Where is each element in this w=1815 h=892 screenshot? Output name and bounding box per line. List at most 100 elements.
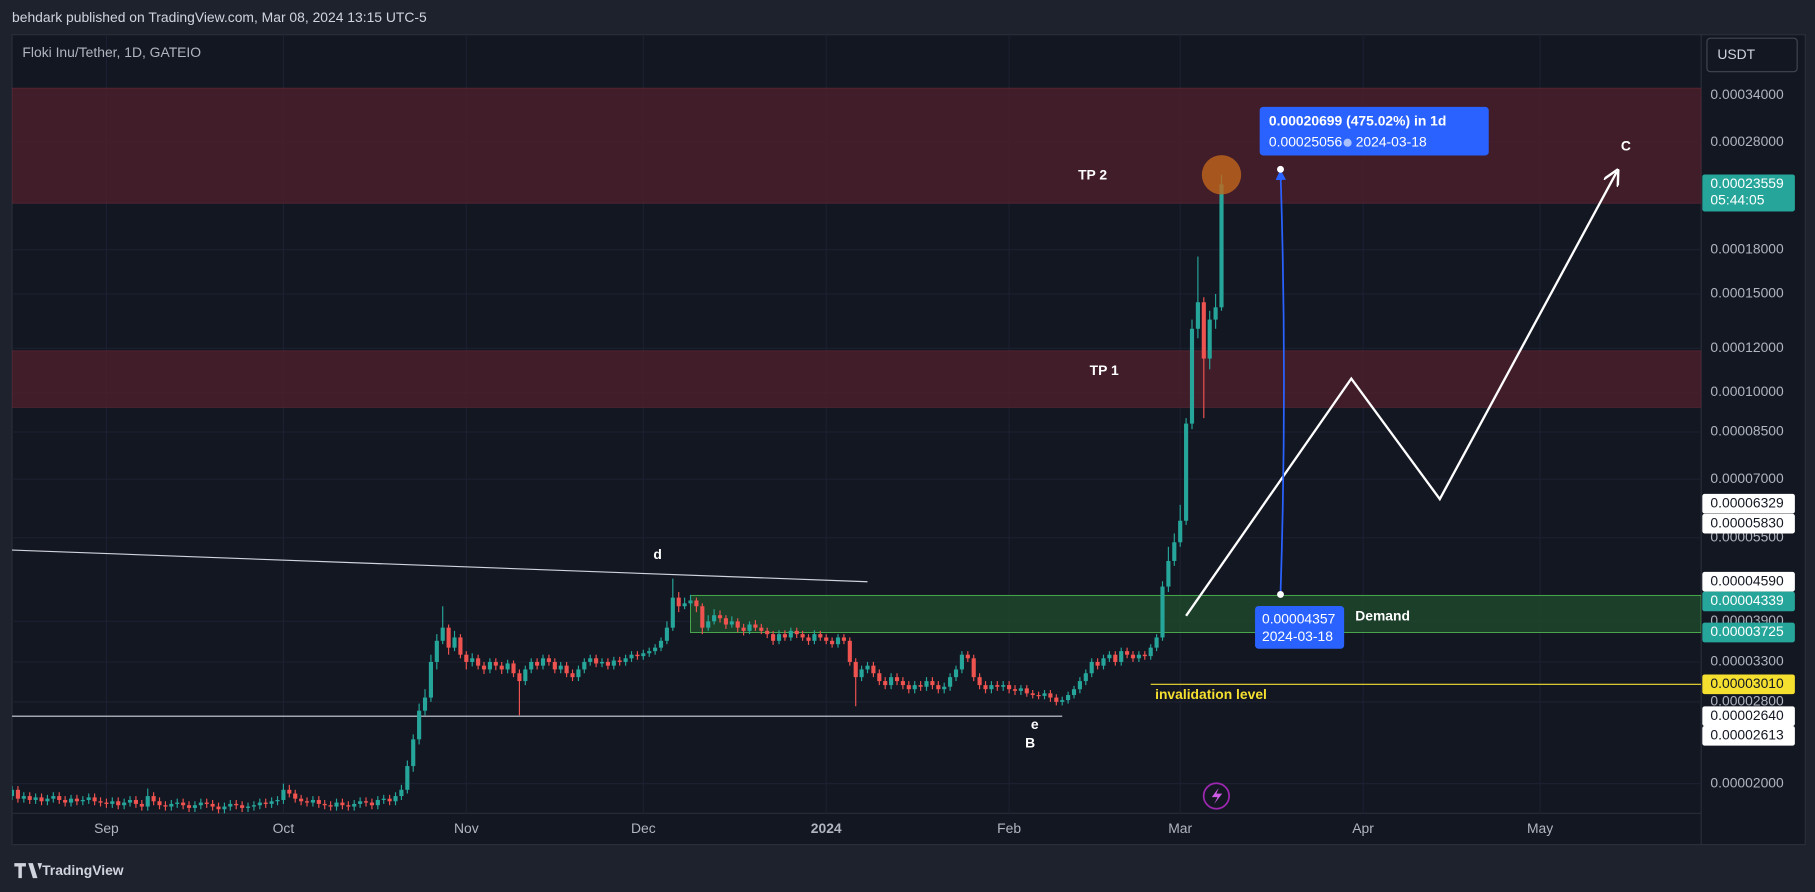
candle-body — [806, 637, 811, 641]
candle-body — [1172, 542, 1177, 561]
candle-body — [617, 660, 622, 662]
candle-body — [234, 803, 239, 806]
candle-body — [688, 600, 693, 604]
candle-body — [505, 663, 510, 670]
candle-body — [906, 685, 911, 690]
candle-body — [594, 658, 599, 664]
candle-body — [299, 798, 304, 802]
candle-body — [74, 798, 79, 802]
candle-body — [387, 798, 392, 802]
candle-body — [470, 658, 475, 662]
trend-line — [12, 549, 868, 583]
candle-body — [352, 803, 357, 807]
candle-body — [1142, 654, 1147, 657]
candle-body — [458, 637, 463, 655]
candle-body — [92, 797, 97, 802]
candle-body — [169, 803, 174, 807]
wave-label: C — [1621, 138, 1631, 154]
candle-body — [63, 799, 68, 803]
x-tick-label: Mar — [1168, 820, 1192, 836]
price-label-box — [1702, 513, 1795, 534]
candle-body — [127, 799, 133, 803]
candle-body — [517, 673, 522, 682]
price-label: 0.00006329 — [1710, 494, 1784, 510]
candle-body — [440, 627, 445, 641]
candle-body — [735, 621, 740, 628]
price-label: 0.00002640 — [1710, 707, 1784, 723]
x-tick-label: Feb — [997, 820, 1021, 836]
candle-body — [800, 634, 805, 638]
price-countdown: 05:44:05 — [1710, 192, 1764, 208]
candle-body — [15, 789, 20, 799]
y-tick-label: 0.00028000 — [1710, 133, 1784, 149]
candle-body — [375, 799, 380, 806]
candle-body — [281, 789, 286, 800]
wave-label: d — [653, 546, 661, 562]
candle-body — [310, 799, 315, 803]
measure-date: 2024-03-18 — [1262, 628, 1333, 644]
candle-body — [452, 637, 457, 648]
candle-body — [263, 802, 268, 804]
demand-label: Demand — [1355, 607, 1410, 623]
candle-body — [1201, 302, 1206, 359]
price-label-box — [1702, 174, 1795, 212]
candle-body — [971, 658, 976, 678]
candle-body — [1077, 681, 1082, 690]
candle-body — [995, 685, 1000, 687]
currency-button[interactable] — [1706, 37, 1798, 73]
candle-body — [417, 710, 422, 740]
candle-body — [965, 654, 970, 659]
candle-body — [635, 654, 640, 657]
candle-body — [1148, 647, 1153, 657]
candle-body — [865, 665, 870, 670]
logo-icon — [14, 863, 43, 879]
candle-body — [741, 627, 746, 631]
zone-label: TP 1 — [1090, 362, 1119, 378]
measure-to: 0.00025056 — [1269, 133, 1343, 149]
measure-point — [1277, 165, 1284, 173]
projection-path — [1185, 172, 1617, 617]
currency[interactable]: USDT — [1717, 46, 1755, 62]
candle-body — [116, 801, 121, 806]
candle-body — [582, 661, 587, 670]
event-icon[interactable] — [1202, 782, 1230, 810]
candle-body — [340, 802, 345, 806]
candle-body — [830, 640, 835, 645]
candle-body — [552, 661, 557, 670]
candle-body — [346, 805, 351, 807]
candle-body — [682, 603, 687, 607]
candle-body — [1189, 328, 1195, 424]
candle-body — [1178, 520, 1183, 543]
candle-body — [936, 685, 941, 690]
axes: 0.00034000 0.00028000 0.00018000 0.00015000… — [94, 86, 1795, 836]
candle-body — [322, 803, 327, 806]
price-label-box — [1702, 706, 1795, 727]
y-tick-label: 0.00012000 — [1710, 339, 1784, 355]
measure-box — [1255, 605, 1345, 649]
candle-body — [316, 799, 321, 804]
candle-body — [1101, 658, 1106, 666]
candle-body — [611, 660, 616, 666]
price-label: 0.00003010 — [1710, 675, 1784, 691]
candle-body — [222, 806, 227, 810]
x-tick-label: Dec — [631, 820, 656, 836]
candle-body — [641, 653, 646, 657]
header: behdark published on TradingView.com, Ma… — [12, 9, 427, 25]
candle-body — [1125, 651, 1130, 655]
candle-body — [428, 661, 433, 698]
candle-body — [464, 654, 469, 662]
price-label: 0.00004590 — [1710, 572, 1784, 588]
candle-body — [499, 665, 504, 670]
candle-body — [1119, 651, 1124, 662]
candle-body — [1001, 685, 1006, 687]
price-label-box — [1702, 591, 1795, 612]
candle-body — [1083, 673, 1088, 682]
measure-box — [1259, 106, 1489, 156]
candle-body — [287, 789, 292, 794]
zone-label: TP 2 — [1078, 167, 1107, 183]
candle-body — [434, 640, 439, 662]
candle-body — [540, 658, 546, 666]
candle-body — [1113, 654, 1118, 662]
